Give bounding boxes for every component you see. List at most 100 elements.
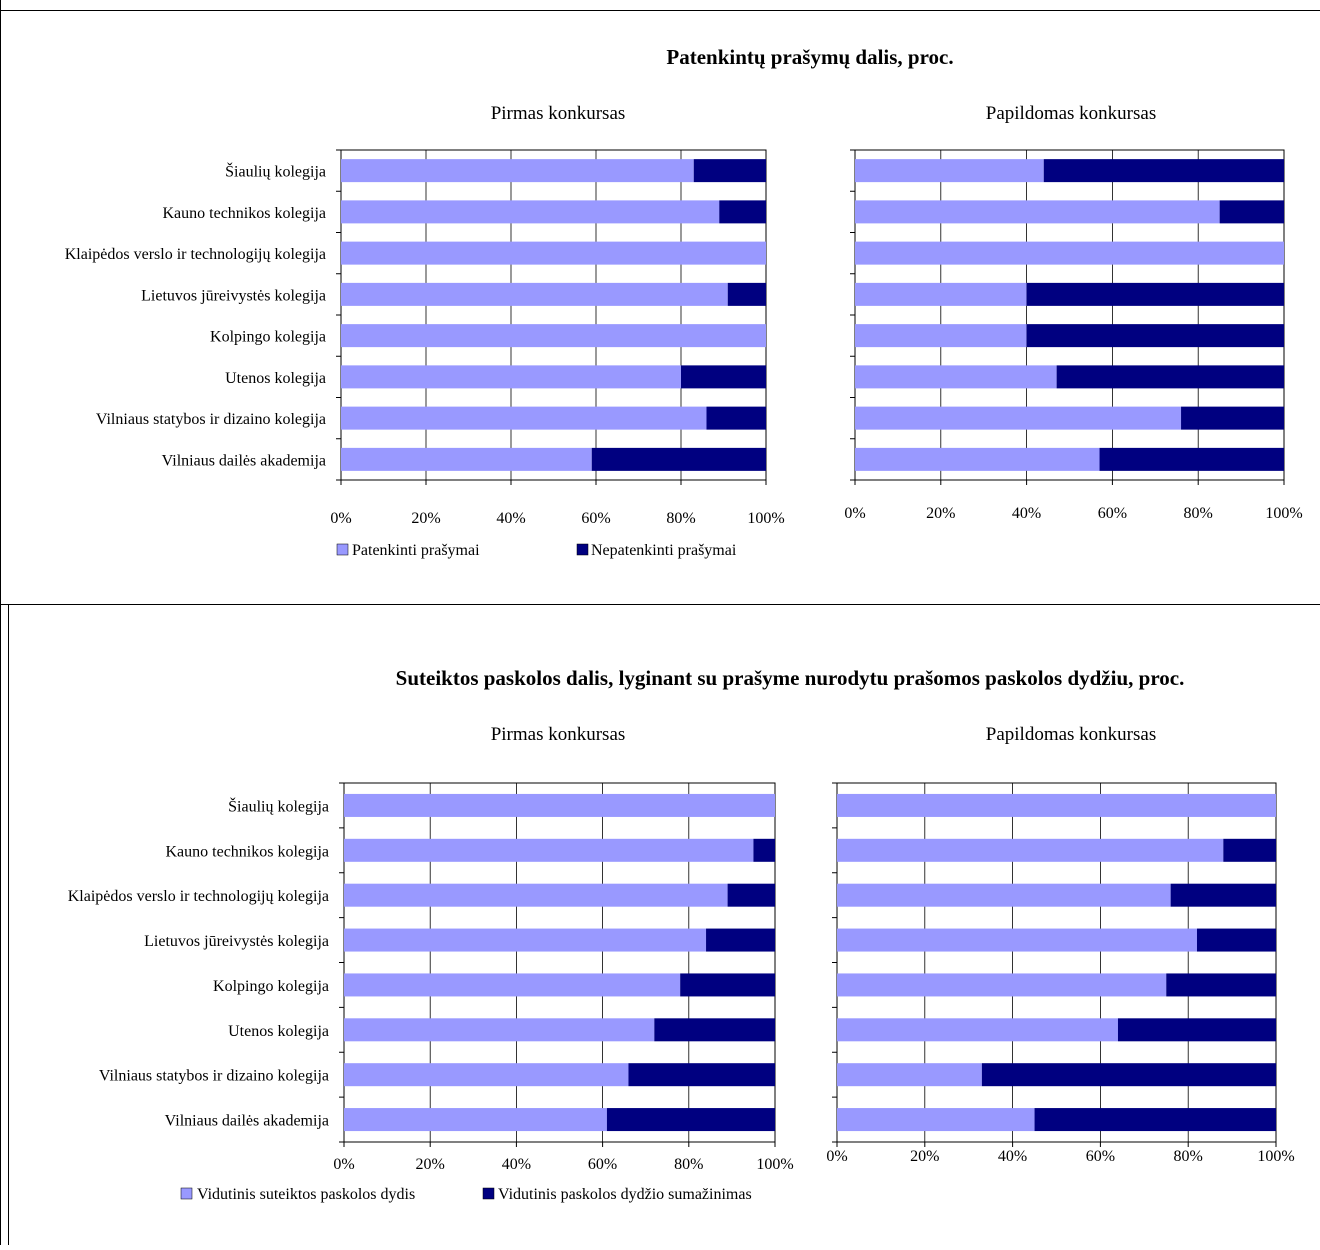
bar-series1 — [855, 447, 1100, 471]
bar-series2 — [719, 200, 766, 224]
category-label: Utenos kolegija — [228, 1023, 329, 1040]
x-tick-label: 80% — [674, 1156, 703, 1173]
category-label: Šiaulių kolegija — [225, 162, 326, 181]
plot-frame — [836, 782, 1277, 1143]
bar-series1 — [837, 838, 1224, 862]
bar-series2 — [1099, 447, 1284, 471]
legend-swatch-series1 — [180, 1187, 193, 1200]
bar-series2 — [706, 406, 766, 430]
bar-series1 — [855, 282, 1027, 306]
bar-series2 — [1117, 1018, 1276, 1042]
bar-series2 — [1043, 159, 1284, 183]
x-tick-label: 100% — [756, 1156, 793, 1173]
x-tick-label: 60% — [581, 510, 610, 527]
legend-label: Patenkinti prašymai — [352, 542, 480, 559]
bar-series2 — [1056, 365, 1284, 389]
bar-series1 — [837, 928, 1197, 952]
chart-first-round-requests: 0% 20% 40% 60% 80% 100% Šiaulių kolegija Kauno … — [65, 149, 785, 527]
x-tick-label: 0% — [330, 510, 351, 527]
panel-title: Suteiktos paskolos dalis, lyginant su pr… — [396, 666, 1185, 690]
x-tick-label: 100% — [1265, 505, 1302, 522]
bar-series1 — [855, 159, 1044, 183]
plot-frame — [343, 782, 776, 1143]
category-label: Vilniaus dailės akademija — [162, 452, 326, 469]
bar-series2 — [1196, 928, 1276, 952]
x-tick-label: 20% — [910, 1148, 939, 1165]
x-tick-label: 20% — [411, 510, 440, 527]
x-tick-label: 20% — [926, 505, 955, 522]
bar-series1 — [855, 324, 1027, 348]
bar-series2 — [591, 447, 766, 471]
plot-frame — [854, 149, 1285, 481]
x-tick-label: 60% — [1098, 505, 1127, 522]
category-label: Utenos kolegija — [225, 370, 326, 387]
x-tick-label: 100% — [1257, 1148, 1294, 1165]
category-label: Kolpingo kolegija — [213, 978, 329, 995]
chart-subtitle: Pirmas konkursas — [491, 724, 626, 745]
category-label: Kauno technikos kolegija — [165, 843, 329, 860]
x-tick-label: 60% — [1086, 1148, 1115, 1165]
panel-requests: Patenkintų prašymų dalis, proc. Pirmas k… — [65, 45, 1303, 559]
bar-series1 — [344, 973, 681, 997]
chart-additional-round-loans: 0% 20% 40% 60% 80% 100% — [826, 782, 1295, 1165]
legend-swatch-series2 — [576, 543, 589, 556]
bar-series2 — [753, 838, 775, 862]
x-tick-label: 80% — [1174, 1148, 1203, 1165]
category-label: Lietuvos jūreivystės kolegija — [144, 933, 329, 950]
bar-series1 — [341, 406, 707, 430]
bar-series1 — [855, 200, 1220, 224]
bar-series1 — [344, 928, 707, 952]
bar-series1 — [855, 241, 1284, 265]
category-label: Kauno technikos kolegija — [162, 205, 326, 222]
bar-series2 — [681, 365, 766, 389]
bar-series2 — [1034, 1108, 1276, 1132]
category-label: Vilniaus dailės akademija — [165, 1113, 329, 1130]
legend-label: Vidutinis suteiktos paskolos dydis — [197, 1186, 415, 1203]
bar-series1 — [341, 365, 681, 389]
bar-series2 — [1026, 282, 1284, 306]
chart-subtitle: Papildomas konkursas — [986, 103, 1156, 124]
bar-series1 — [341, 241, 766, 265]
bar-series1 — [344, 1018, 655, 1042]
bar-series1 — [855, 406, 1182, 430]
bar-series1 — [341, 200, 720, 224]
bar-series1 — [344, 1108, 607, 1132]
chart-subtitle: Pirmas konkursas — [491, 103, 626, 124]
legend-label: Vidutinis paskolos dydžio sumažinimas — [498, 1186, 752, 1203]
bar-series2 — [628, 1063, 775, 1087]
bar-series1 — [837, 1063, 982, 1087]
x-tick-label: 0% — [333, 1156, 354, 1173]
category-label: Klaipėdos verslo ir technologijų kolegij… — [65, 246, 326, 263]
x-tick-label: 40% — [496, 510, 525, 527]
bar-series1 — [855, 365, 1057, 389]
x-tick-label: 40% — [502, 1156, 531, 1173]
plot-frame — [340, 149, 767, 481]
legend-swatch-series2 — [482, 1187, 495, 1200]
chart-first-round-loans: 0% 20% 40% 60% 80% 100% Šiaulių kolegija Kauno … — [68, 782, 794, 1173]
bar-series2 — [606, 1108, 775, 1132]
legend-swatch-series1 — [336, 543, 349, 556]
x-tick-label: 20% — [416, 1156, 445, 1173]
chart-subtitle: Papildomas konkursas — [986, 724, 1156, 745]
x-tick-label: 60% — [588, 1156, 617, 1173]
legend: Vidutinis suteiktos paskolos dydis Vidut… — [180, 1186, 752, 1203]
bar-series1 — [837, 793, 1276, 817]
x-tick-label: 40% — [998, 1148, 1027, 1165]
legend: Patenkinti prašymai Nepatenkinti prašyma… — [336, 542, 737, 559]
bar-series1 — [837, 883, 1171, 907]
bar-series2 — [654, 1018, 775, 1042]
bar-series2 — [693, 159, 766, 183]
category-label: Klaipėdos verslo ir technologijų kolegij… — [68, 888, 329, 905]
bar-series2 — [727, 883, 775, 907]
x-tick-label: 40% — [1012, 505, 1041, 522]
bar-series2 — [1166, 973, 1276, 997]
panel-title: Patenkintų prašymų dalis, proc. — [666, 45, 953, 69]
category-label: Vilniaus statybos ir dizaino kolegija — [99, 1068, 329, 1085]
bar-series2 — [981, 1063, 1276, 1087]
bar-series1 — [344, 883, 728, 907]
bar-series1 — [341, 159, 694, 183]
x-tick-label: 0% — [844, 505, 865, 522]
bar-series1 — [344, 793, 775, 817]
category-label: Vilniaus statybos ir dizaino kolegija — [96, 411, 326, 428]
